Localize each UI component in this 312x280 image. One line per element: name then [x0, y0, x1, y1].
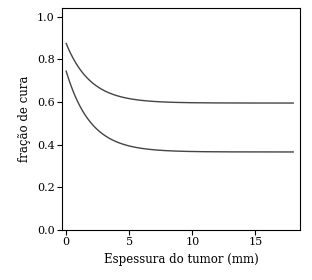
X-axis label: Espessura do tumor (mm): Espessura do tumor (mm): [104, 253, 258, 266]
Y-axis label: fração de cura: fração de cura: [18, 76, 32, 162]
